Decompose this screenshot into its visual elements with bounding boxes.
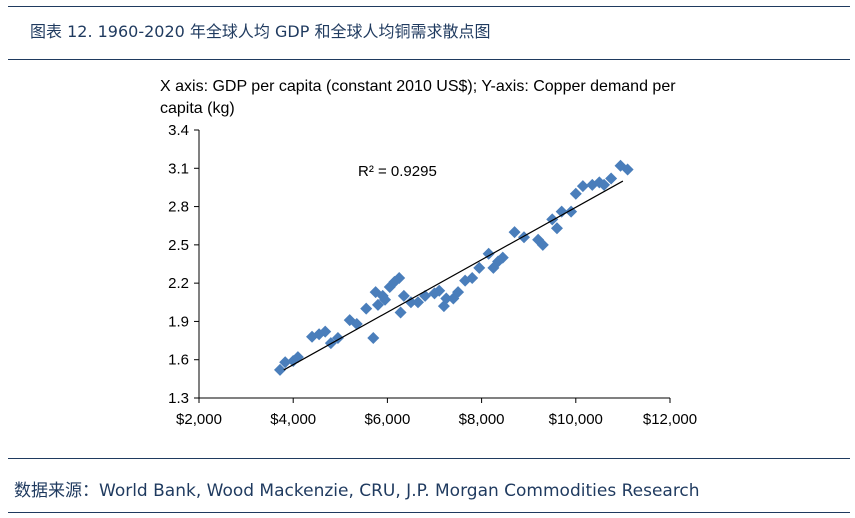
data-point bbox=[452, 286, 465, 299]
data-point bbox=[576, 180, 589, 193]
data-point bbox=[473, 261, 486, 274]
data-point bbox=[433, 284, 446, 297]
data-point bbox=[379, 293, 392, 306]
data-point bbox=[550, 222, 563, 235]
x-tick-label: $4,000 bbox=[270, 411, 316, 428]
data-point bbox=[569, 187, 582, 200]
x-ticks: $2,000 $4,000 $6,000 $8,000 $10,000 $12,000 bbox=[176, 398, 697, 428]
data-point bbox=[279, 356, 292, 369]
data-point bbox=[466, 272, 479, 285]
data-point bbox=[394, 306, 407, 319]
figure-caption: 图表 12. 1960-2020 年全球人均 GDP 和全球人均铜需求散点图 bbox=[30, 22, 491, 41]
y-tick-label: 3.4 bbox=[168, 122, 189, 139]
source-rule-bottom bbox=[8, 512, 850, 513]
data-point bbox=[404, 296, 417, 309]
r-squared-annotation: R² = 0.9295 bbox=[358, 163, 437, 180]
y-tick-label: 1.6 bbox=[168, 352, 189, 369]
data-point bbox=[412, 296, 425, 309]
x-tick-label: $12,000 bbox=[643, 411, 697, 428]
top-rule bbox=[8, 6, 850, 7]
y-tick-label: 2.2 bbox=[168, 275, 189, 292]
data-point bbox=[482, 247, 495, 260]
data-point bbox=[393, 272, 406, 285]
data-point bbox=[508, 226, 521, 239]
data-point bbox=[496, 251, 509, 264]
data-point bbox=[598, 178, 611, 191]
x-tick-label: $8,000 bbox=[459, 411, 505, 428]
trend-line bbox=[283, 180, 624, 371]
data-points bbox=[274, 159, 634, 376]
data-point bbox=[371, 298, 384, 311]
data-point bbox=[536, 238, 549, 251]
y-tick-label: 2.5 bbox=[168, 237, 189, 254]
data-point bbox=[360, 302, 373, 315]
source-note: 数据来源：World Bank, Wood Mackenzie, CRU, J.… bbox=[14, 481, 700, 501]
data-point bbox=[319, 325, 332, 338]
y-ticks: 1.3 1.6 1.9 2.2 2.5 2.8 3.1 3.4 bbox=[168, 122, 199, 407]
x-tick-label: $6,000 bbox=[364, 411, 410, 428]
y-tick-label: 3.1 bbox=[168, 160, 189, 177]
data-point bbox=[367, 332, 380, 345]
data-point bbox=[517, 231, 530, 244]
y-tick-label: 2.8 bbox=[168, 199, 189, 216]
chart-title-line1: X axis: GDP per capita (constant 2010 US… bbox=[160, 78, 676, 95]
data-point bbox=[274, 363, 287, 376]
source-rule-top bbox=[8, 458, 850, 459]
data-point bbox=[605, 172, 618, 185]
caption-rule bbox=[8, 59, 850, 60]
data-point bbox=[397, 289, 410, 302]
data-point bbox=[440, 292, 453, 305]
data-point bbox=[621, 163, 634, 176]
x-tick-label: $2,000 bbox=[176, 411, 222, 428]
data-point bbox=[555, 205, 568, 218]
chart-title-line2: capita (kg) bbox=[160, 100, 235, 117]
y-tick-label: 1.9 bbox=[168, 313, 189, 330]
y-tick-label: 1.3 bbox=[168, 390, 189, 407]
x-tick-label: $10,000 bbox=[549, 411, 603, 428]
